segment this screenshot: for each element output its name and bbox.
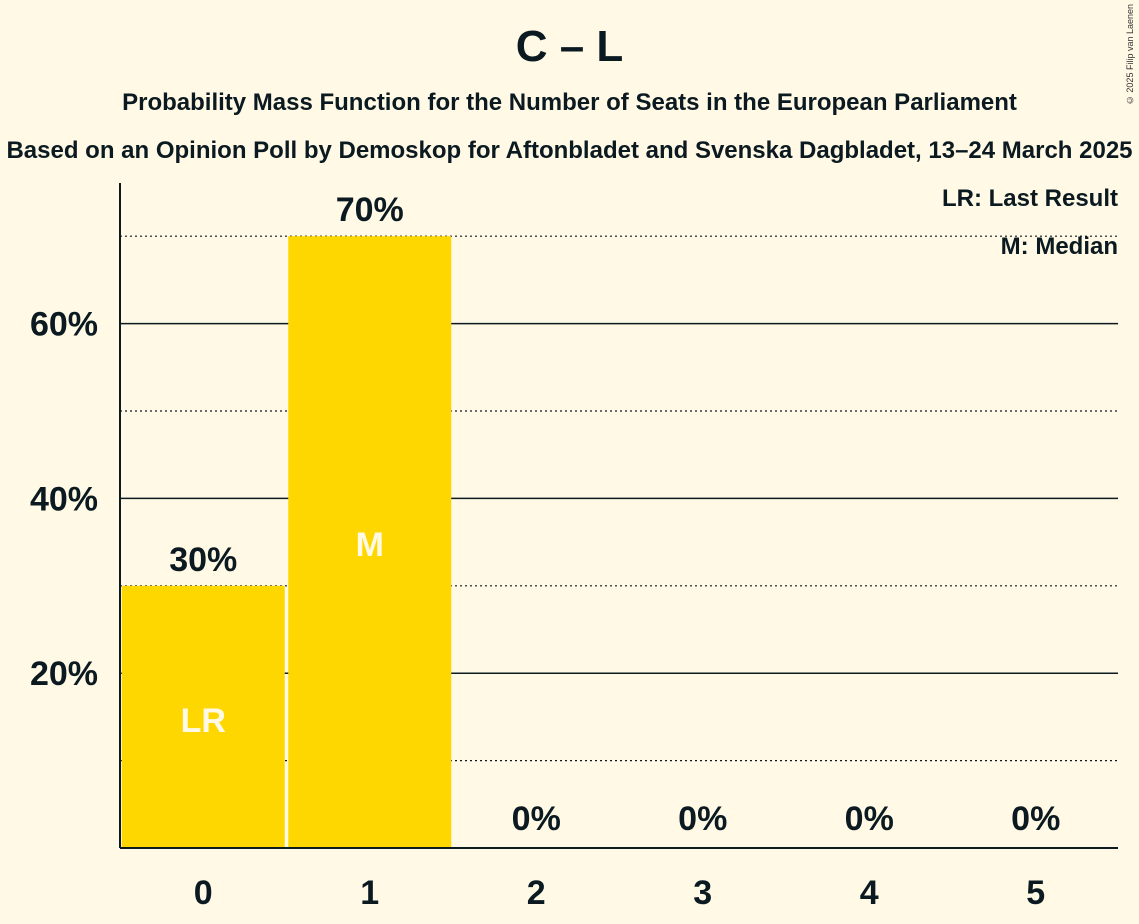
data-label: 0% <box>1011 800 1060 838</box>
legend-median: M: Median <box>1000 233 1118 260</box>
bar <box>288 236 452 848</box>
x-tick-label: 0 <box>194 874 213 912</box>
data-label: 0% <box>678 800 727 838</box>
y-tick-label: 60% <box>30 306 98 344</box>
x-tick-label: 2 <box>527 874 546 912</box>
legend-last-result: LR: Last Result <box>941 185 1118 212</box>
bar-marker-label: M <box>356 526 384 564</box>
x-tick-label: 1 <box>360 874 379 912</box>
bar <box>121 585 285 848</box>
chart-title: C – L <box>515 22 624 71</box>
data-label: 30% <box>169 541 237 579</box>
x-tick-label: 4 <box>860 874 879 912</box>
data-label: 0% <box>512 800 561 838</box>
y-tick-label: 40% <box>30 480 98 518</box>
y-tick-label: 20% <box>30 655 98 693</box>
data-label: 0% <box>845 800 894 838</box>
x-tick-label: 3 <box>693 874 712 912</box>
chart-source-subtitle: Based on an Opinion Poll by Demoskop for… <box>6 137 1133 164</box>
x-tick-label: 5 <box>1026 874 1045 912</box>
chart-subtitle: Probability Mass Function for the Number… <box>122 89 1017 116</box>
bar-marker-label: LR <box>181 702 226 740</box>
data-label: 70% <box>336 191 404 229</box>
